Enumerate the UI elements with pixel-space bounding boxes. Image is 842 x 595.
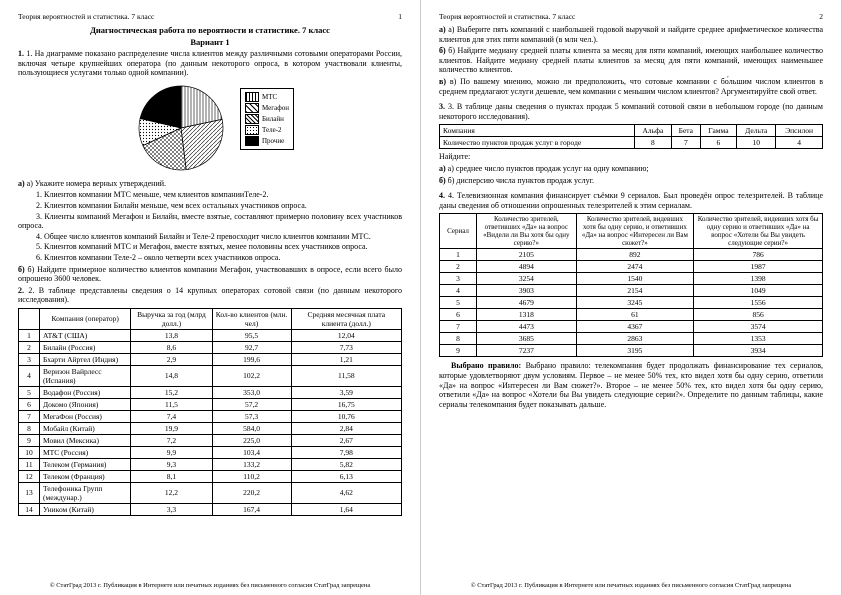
q4-text: 4. 4. Телевизионная компания финансирует… [439,191,823,210]
page-number: 1 [398,12,402,21]
swatch-icon [245,136,259,146]
stmt: 3. Клиенты компаний Мегафон и Билайн, вм… [18,212,402,231]
page-1: Теория вероятностей и статистика. 7 клас… [0,0,421,595]
rule-text: Выбрано правило: Выбрано правило: телеко… [439,361,823,409]
stmt: 2. Клиентов компании Билайн меньше, чем … [36,201,402,211]
pie-chart [126,80,236,175]
q2-body: 2. В таблице представлены сведения о 14 … [18,286,402,305]
table-serials: СериалКоличество зрителей, ответивших «Д… [439,213,823,357]
course-label: Теория вероятностей и статистика. 7 клас… [439,12,575,21]
swatch-icon [245,114,259,124]
q2v-body: в) По вашему мнению, можно ли предположи… [439,77,823,96]
legend-row: Теле-2 [245,125,289,135]
q1a-body: а) Укажите номера верных утверждений. [27,179,166,188]
q3a: а) а) среднее число пунктов продаж услуг… [439,164,823,174]
doc-title-2: Вариант 1 [18,37,402,47]
header: Теория вероятностей и статистика. 7 клас… [439,12,823,21]
q3-text: 3. 3. В таблице даны сведения о пунктах … [439,102,823,121]
stmt: 5. Клиентов компаний МТС и Мегафон, вмес… [18,242,402,252]
course-label: Теория вероятностей и статистика. 7 клас… [18,12,154,21]
q3b-body: б) дисперсию числа пунктов продаж услуг. [448,176,594,185]
stmt: 1. Клиентов компании МТС меньше, чем кли… [36,190,402,200]
legend-row: Мегафон [245,103,289,113]
q1-body: 1. На диаграмме показано распределение ч… [18,49,402,77]
q3-body: 3. В таблице даны сведения о пунктах про… [439,102,823,121]
pie-chart-area: МТС Мегафон Билайн Теле-2 Прочие [18,80,402,175]
q2b: б) б) Найдите медиану средней платы клие… [439,46,823,75]
page-number: 2 [819,12,823,21]
legend-label: Мегафон [262,104,289,112]
legend-label: Прочие [262,137,284,145]
doc-title-1: Диагностическая работа по вероятности и … [18,25,402,35]
stmt: 4. Общее число клиентов компаний Билайн … [18,232,402,242]
q4-body: 4. Телевизионная компания финансирует съ… [439,191,823,210]
table-cities: КомпанияАльфаБетаГаммаДельтаЭпсилонКолич… [439,124,823,149]
legend-row: Билайн [245,114,289,124]
legend-row: МТС [245,92,289,102]
legend-label: Билайн [262,115,284,123]
q1b: б) б) Найдите примерное количество клиен… [18,265,402,284]
q2a: а) а) Выберите пять компаний с наибольше… [439,25,823,44]
q3b: б) б) дисперсию числа пунктов продаж усл… [439,176,823,186]
swatch-icon [245,125,259,135]
q2v: в) в) По вашему мнению, можно ли предпол… [439,77,823,96]
pie-legend: МТС Мегафон Билайн Теле-2 Прочие [240,88,294,150]
q2-text: 2. 2. В таблице представлены сведения о … [18,286,402,305]
page-2: Теория вероятностей и статистика. 7 клас… [421,0,842,595]
swatch-icon [245,92,259,102]
footer: © СтатГрад 2013 г. Публикация в Интернет… [18,582,402,589]
legend-label: МТС [262,93,277,101]
q2b-body: б) Найдите медиану средней платы клиента… [439,46,823,74]
q1-text: 1. 1. На диаграмме показано распределени… [18,49,402,78]
q2a-body: а) Выберите пять компаний с наибольшей г… [439,25,823,44]
legend-label: Теле-2 [262,126,282,134]
q1a-lead: а) а) Укажите номера верных утверждений. [18,179,402,189]
find-label: Найдите: [439,152,823,162]
legend-row: Прочие [245,136,289,146]
q1b-body: б) Найдите примерное количество клиентов… [18,265,402,284]
slice-megafon [181,119,223,169]
table-operators: Компания (оператор)Выручка за год (млрд … [18,308,402,516]
footer: © СтатГрад 2013 г. Публикация в Интернет… [439,582,823,589]
stmt: 6. Клиентов компании Теле-2 – около четв… [36,253,402,263]
q3a-body: а) среднее число пунктов продаж услуг на… [448,164,649,173]
header: Теория вероятностей и статистика. 7 клас… [18,12,402,21]
swatch-icon [245,103,259,113]
